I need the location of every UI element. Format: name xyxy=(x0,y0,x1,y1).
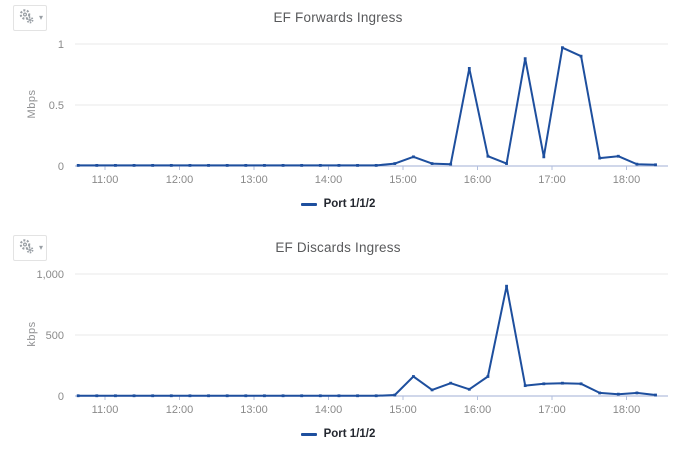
svg-text:12:00: 12:00 xyxy=(166,174,194,186)
svg-text:14:00: 14:00 xyxy=(315,404,343,416)
svg-text:0: 0 xyxy=(58,391,64,403)
svg-text:18:00: 18:00 xyxy=(613,174,641,186)
y-axis-unit-label: Mbps xyxy=(26,89,38,119)
legend[interactable]: Port 1/1/2 xyxy=(0,195,676,213)
svg-text:13:00: 13:00 xyxy=(240,404,268,416)
svg-text:14:00: 14:00 xyxy=(315,174,343,186)
svg-text:12:00: 12:00 xyxy=(166,404,194,416)
legend-line-swatch xyxy=(300,202,317,206)
gear-icon xyxy=(17,8,37,28)
forwards-chart-settings-button[interactable]: ▾ xyxy=(13,5,47,31)
svg-text:500: 500 xyxy=(46,330,64,342)
gear-icon xyxy=(17,238,37,258)
svg-text:15:00: 15:00 xyxy=(389,404,417,416)
discards-chart-plot[interactable]: 0 500 1,000 11:00 12:00 13:00 14:00 15:00 16:00 1… xyxy=(0,230,676,422)
svg-text:16:00: 16:00 xyxy=(464,174,492,186)
svg-text:0.5: 0.5 xyxy=(49,100,64,112)
legend-label: Port 1/1/2 xyxy=(323,198,376,210)
chart-title: EF Discards Ingress xyxy=(275,240,401,255)
svg-text:1,000: 1,000 xyxy=(36,269,64,281)
svg-text:17:00: 17:00 xyxy=(538,174,566,186)
svg-text:18:00: 18:00 xyxy=(613,404,641,416)
svg-text:0: 0 xyxy=(58,161,64,173)
svg-text:13:00: 13:00 xyxy=(240,174,268,186)
svg-text:16:00: 16:00 xyxy=(464,404,492,416)
svg-text:1: 1 xyxy=(58,39,64,51)
legend[interactable]: Port 1/1/2 xyxy=(0,425,676,443)
y-axis-unit-label: kbps xyxy=(26,321,38,347)
forwards-chart-plot[interactable]: 0 0.5 1 11:00 12:00 13:00 14:00 15:00 16:00 17:00… xyxy=(0,0,676,192)
chevron-down-icon: ▾ xyxy=(38,243,43,252)
legend-line-swatch xyxy=(300,432,317,436)
svg-text:17:00: 17:00 xyxy=(538,404,566,416)
discards-chart-settings-button[interactable]: ▾ xyxy=(13,235,47,261)
chart-title: EF Forwards Ingress xyxy=(273,10,403,25)
svg-text:11:00: 11:00 xyxy=(92,174,119,186)
forwards-chart-panel: ▾ EF Forwards Ingress Mbps 0 0.5 1 11:00 12:… xyxy=(0,0,676,213)
discards-chart-panel: ▾ EF Discards Ingress kbps 0 500 1,000 11:0… xyxy=(0,230,676,459)
legend-label: Port 1/1/2 xyxy=(323,428,376,440)
svg-text:11:00: 11:00 xyxy=(92,404,119,416)
svg-text:15:00: 15:00 xyxy=(389,174,417,186)
chevron-down-icon: ▾ xyxy=(38,13,43,22)
